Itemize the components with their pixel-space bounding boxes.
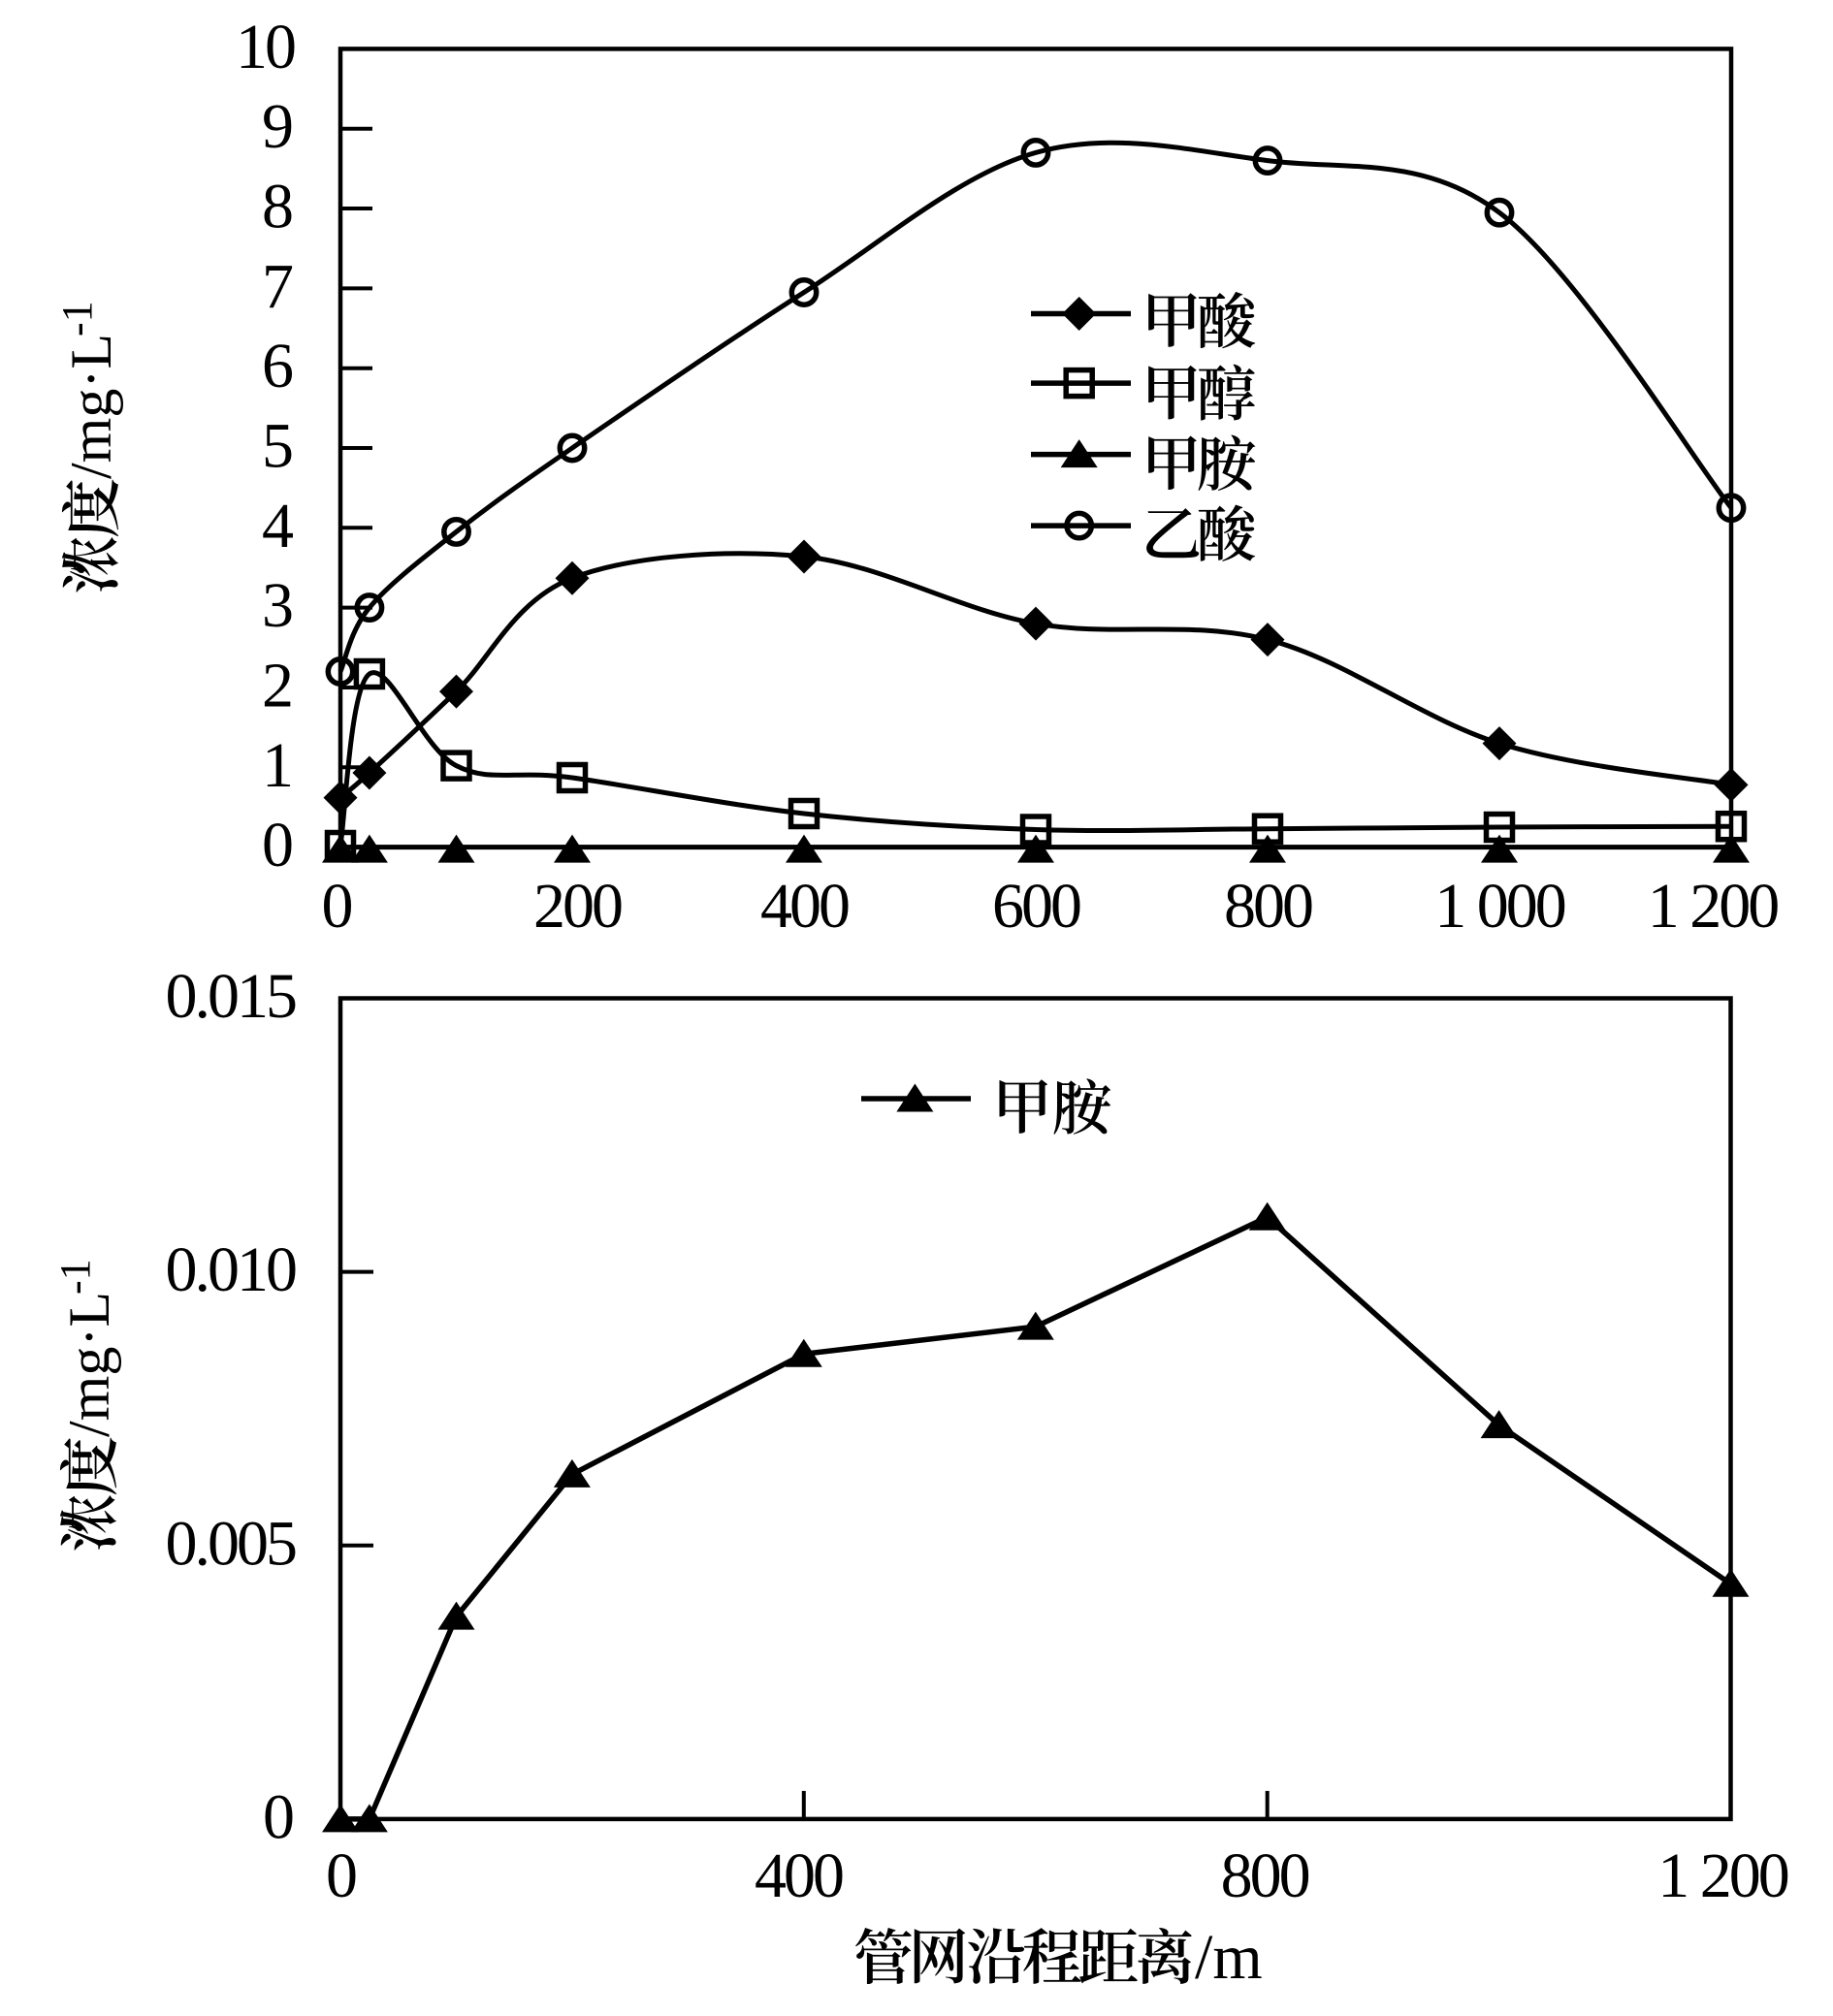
svg-text:10: 10: [236, 12, 295, 82]
svg-text:-1: -1: [53, 301, 101, 336]
svg-text:1: 1: [262, 730, 294, 801]
svg-text:1 200: 1 200: [1648, 871, 1779, 942]
svg-text:8: 8: [262, 172, 294, 242]
svg-text:800: 800: [1221, 1840, 1309, 1911]
svg-text:0: 0: [263, 1781, 295, 1852]
svg-text:/mg·L: /mg·L: [59, 334, 123, 479]
svg-text:4: 4: [262, 491, 294, 561]
svg-text:7: 7: [262, 251, 294, 322]
svg-text:0: 0: [322, 871, 354, 942]
svg-text:3: 3: [262, 570, 294, 641]
svg-text:400: 400: [755, 1840, 843, 1911]
svg-text:6: 6: [262, 331, 294, 401]
svg-text:0.010: 0.010: [166, 1234, 297, 1305]
svg-text:1 000: 1 000: [1434, 871, 1565, 942]
svg-text:0: 0: [262, 810, 294, 880]
svg-text:9: 9: [262, 91, 294, 162]
svg-text:2: 2: [262, 651, 294, 721]
svg-text:400: 400: [760, 871, 849, 942]
svg-text:0.015: 0.015: [166, 961, 297, 1032]
svg-text:-1: -1: [51, 1259, 99, 1295]
svg-text:/mg·L: /mg·L: [57, 1292, 121, 1437]
svg-text:200: 200: [533, 871, 622, 942]
svg-text:/m: /m: [1195, 1922, 1263, 1993]
svg-text:0.005: 0.005: [166, 1508, 297, 1579]
svg-text:5: 5: [262, 411, 294, 482]
svg-text:1 200: 1 200: [1657, 1840, 1788, 1911]
svg-text:800: 800: [1224, 871, 1312, 942]
svg-text:600: 600: [992, 871, 1080, 942]
svg-text:0: 0: [326, 1840, 358, 1911]
